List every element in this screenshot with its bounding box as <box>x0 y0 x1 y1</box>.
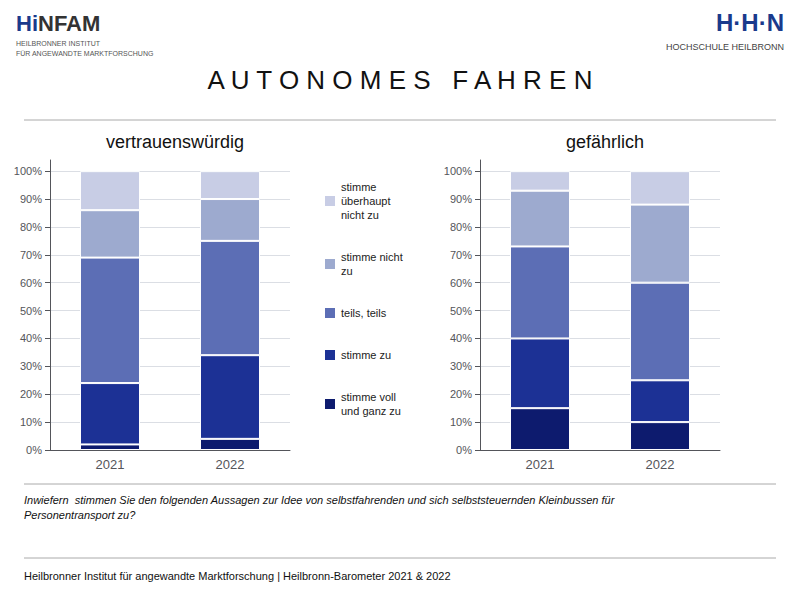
svg-text:nicht zu: nicht zu <box>341 209 379 221</box>
svg-text:teils, teils: teils, teils <box>341 307 387 319</box>
svg-text:FÜR ANGEWANDTE MARKTFORSCHUNG: FÜR ANGEWANDTE MARKTFORSCHUNG <box>16 50 153 57</box>
svg-text:stimme: stimme <box>341 181 376 193</box>
svg-text:30%: 30% <box>450 360 472 372</box>
svg-text:HEILBRONNER INSTITUT: HEILBRONNER INSTITUT <box>16 40 101 47</box>
svg-text:Inwiefern stimmen Sie den fol: Inwiefern stimmen Sie den folgenden Auss… <box>24 494 616 506</box>
svg-text:70%: 70% <box>20 249 42 261</box>
svg-text:und ganz zu: und ganz zu <box>341 405 401 417</box>
svg-text:20%: 20% <box>20 388 42 400</box>
svg-text:10%: 10% <box>450 416 472 428</box>
svg-text:gefährlich: gefährlich <box>566 132 644 152</box>
svg-text:2021: 2021 <box>526 457 555 472</box>
svg-text:A U T O N O M E S F A H R E: A U T O N O M E S F A H R E N <box>208 65 593 95</box>
svg-text:stimme nicht: stimme nicht <box>341 251 403 263</box>
svg-text:100%: 100% <box>14 165 42 177</box>
svg-text:2022: 2022 <box>646 457 675 472</box>
svg-text:Hi: Hi <box>16 11 38 36</box>
svg-text:70%: 70% <box>450 249 472 261</box>
svg-text:90%: 90% <box>450 193 472 205</box>
svg-text:vertrauenswürdig: vertrauenswürdig <box>106 132 244 152</box>
svg-text:80%: 80% <box>20 221 42 233</box>
svg-text:90%: 90% <box>20 193 42 205</box>
svg-text:50%: 50% <box>450 305 472 317</box>
svg-text:0%: 0% <box>26 444 42 456</box>
svg-text:40%: 40% <box>450 332 472 344</box>
svg-text:2021: 2021 <box>96 457 125 472</box>
svg-text:stimme voll: stimme voll <box>341 391 396 403</box>
svg-text:zu: zu <box>341 265 353 277</box>
svg-text:H·H·N: H·H·N <box>716 9 784 36</box>
svg-text:50%: 50% <box>20 305 42 317</box>
svg-text:Personentransport zu?: Personentransport zu? <box>24 509 136 521</box>
svg-text:30%: 30% <box>20 360 42 372</box>
svg-text:80%: 80% <box>450 221 472 233</box>
svg-text:2022: 2022 <box>216 457 245 472</box>
svg-text:Heilbronner Institut für angew: Heilbronner Institut für angewandte Mark… <box>24 570 451 582</box>
svg-text:HOCHSCHULE HEILBRONN: HOCHSCHULE HEILBRONN <box>666 42 784 52</box>
svg-text:60%: 60% <box>450 277 472 289</box>
svg-text:NFAM: NFAM <box>38 11 100 36</box>
svg-text:10%: 10% <box>20 416 42 428</box>
svg-text:0%: 0% <box>456 444 472 456</box>
svg-text:20%: 20% <box>450 388 472 400</box>
svg-text:100%: 100% <box>444 165 472 177</box>
svg-text:stimme zu: stimme zu <box>341 349 391 361</box>
svg-text:überhaupt: überhaupt <box>341 195 391 207</box>
svg-text:60%: 60% <box>20 277 42 289</box>
svg-text:40%: 40% <box>20 332 42 344</box>
